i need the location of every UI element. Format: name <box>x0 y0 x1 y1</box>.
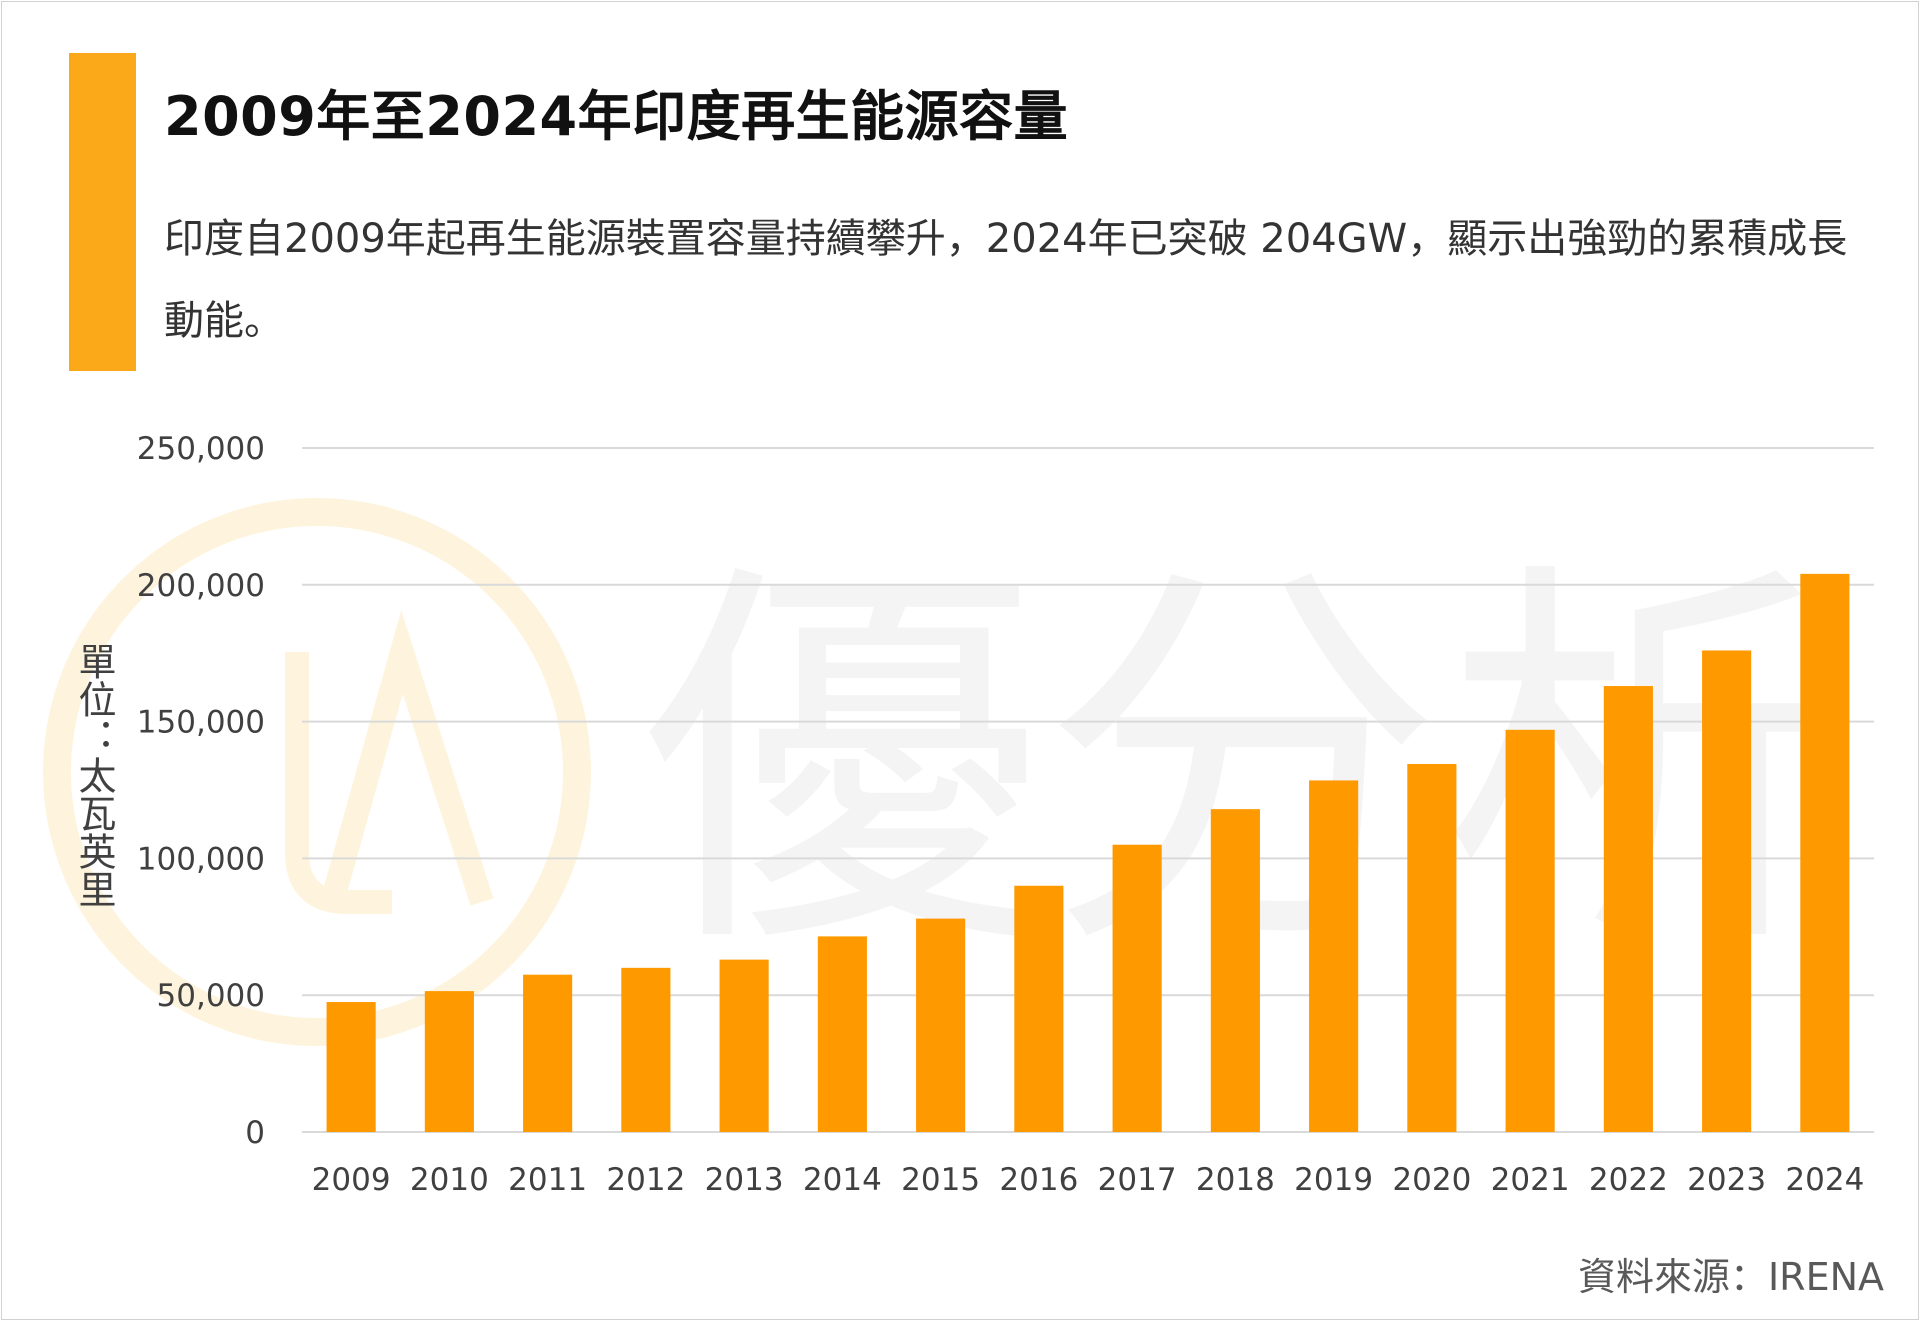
x-tick-label: 2016 <box>999 1162 1078 1198</box>
y-tick-label: 0 <box>245 1115 265 1151</box>
x-tick-label: 2014 <box>803 1162 882 1198</box>
bar-2014 <box>817 936 867 1132</box>
y-tick-label: 50,000 <box>157 978 265 1014</box>
bar-2011 <box>523 974 573 1132</box>
watermark-logo <box>43 498 591 1046</box>
x-tick-label: 2021 <box>1491 1162 1570 1198</box>
accent-bar <box>69 53 136 371</box>
x-tick-label: 2013 <box>705 1162 784 1198</box>
bar-2022 <box>1603 686 1653 1132</box>
x-tick-label: 2010 <box>410 1162 489 1198</box>
bar-2019 <box>1309 780 1359 1132</box>
y-tick-label: 250,000 <box>137 431 265 467</box>
y-axis-unit-label: 單位：太瓦英里 <box>72 642 116 908</box>
y-tick-label: 200,000 <box>137 568 265 604</box>
x-tick-label: 2020 <box>1392 1162 1471 1198</box>
bar-2009 <box>326 1002 376 1132</box>
bar-2010 <box>424 991 474 1132</box>
x-tick-label: 2012 <box>606 1162 685 1198</box>
bar-2020 <box>1407 764 1457 1132</box>
y-tick-label: 150,000 <box>137 705 265 741</box>
x-tick-label: 2019 <box>1294 1162 1373 1198</box>
x-tick-label: 2024 <box>1785 1162 1864 1198</box>
bar-2023 <box>1702 650 1752 1132</box>
x-tick-label: 2015 <box>901 1162 980 1198</box>
source-note: 資料來源：IRENA <box>1577 1255 1884 1299</box>
bar-2013 <box>719 959 769 1132</box>
x-tick-label: 2011 <box>508 1162 587 1198</box>
x-tick-label: 2009 <box>312 1162 391 1198</box>
x-tick-label: 2018 <box>1196 1162 1275 1198</box>
bar-2021 <box>1505 729 1555 1132</box>
bar-2017 <box>1112 844 1162 1132</box>
bar-2024 <box>1800 573 1850 1132</box>
y-tick-label: 100,000 <box>137 841 265 877</box>
bar-2012 <box>621 967 671 1132</box>
bar-2015 <box>916 918 966 1132</box>
x-tick-label: 2023 <box>1687 1162 1766 1198</box>
chart-subtitle: 印度自2009年起再生能源裝置容量持續攀升，2024年已突破 204GW，顯示出… <box>164 216 1848 344</box>
bar-2016 <box>1014 885 1064 1132</box>
x-tick-label: 2017 <box>1098 1162 1177 1198</box>
chart-title: 2009年至2024年印度再生能源容量 <box>164 85 1069 148</box>
bar-2018 <box>1210 809 1260 1132</box>
x-tick-label: 2022 <box>1589 1162 1668 1198</box>
